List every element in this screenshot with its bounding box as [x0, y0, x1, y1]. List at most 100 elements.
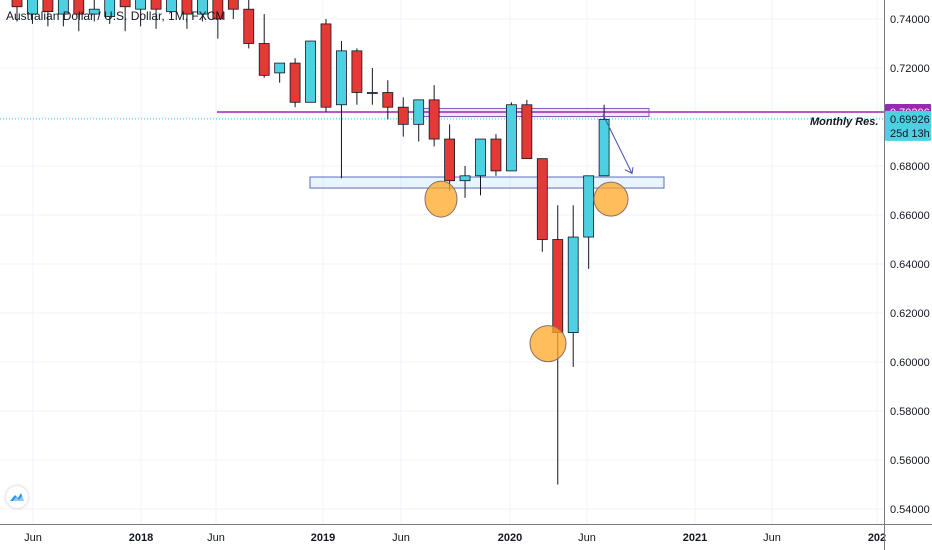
circle-markers [424, 114, 634, 363]
y-tick-label: 0.60000 [890, 357, 930, 369]
y-tick-label: 0.58000 [890, 406, 930, 418]
x-tick-label: 202 [868, 532, 886, 544]
grid-lines [0, 0, 884, 524]
candle-body [166, 0, 177, 13]
candles [11, 0, 610, 485]
tradingview-logo-icon[interactable] [6, 486, 28, 508]
candle [258, 14, 270, 78]
candle [27, 0, 38, 24]
candle-body [536, 158, 548, 240]
candle-body [27, 0, 38, 15]
candle-body [413, 99, 425, 125]
candle-body [73, 0, 85, 15]
candle [536, 158, 548, 252]
candle [583, 175, 595, 269]
candle [88, 0, 100, 22]
chart-title: Australian Dollar / U.S. Dollar, 1M, FXC… [6, 9, 226, 23]
y-tick-label: 0.68000 [890, 161, 930, 173]
candle-body [212, 0, 224, 20]
monthly-res-label: Monthly Res. [810, 116, 879, 128]
candle-body [289, 62, 301, 103]
x-tick-label: Jun [578, 532, 596, 544]
candle [366, 68, 378, 105]
candle-body [135, 0, 147, 10]
candle [444, 124, 456, 191]
candle-body [428, 99, 440, 140]
candle-body [196, 0, 208, 15]
candle-body [475, 138, 486, 177]
candle [166, 0, 177, 17]
candle [305, 40, 316, 103]
orange-circle-marker [529, 325, 567, 363]
candle [11, 0, 23, 22]
x-tick-label: Jun [24, 532, 42, 544]
candle [57, 0, 69, 27]
candle [351, 48, 363, 105]
candle-body [57, 0, 69, 15]
candle [73, 0, 85, 32]
orange-circle-marker [593, 181, 629, 217]
candle-body [42, 0, 54, 13]
candle [104, 0, 116, 24]
y-tick-label: 0.72000 [890, 63, 930, 75]
x-tick-label: Jun [763, 532, 781, 544]
x-tick-label: 2018 [129, 532, 153, 544]
x-tick-label: 2020 [498, 532, 522, 544]
upper-zone-rect [417, 107, 650, 118]
candle [428, 85, 440, 147]
candle-body [505, 104, 517, 172]
candle-body [567, 236, 579, 334]
lower-zone-rect [309, 176, 665, 189]
candle [521, 99, 533, 160]
x-tick-label: Jun [392, 532, 410, 544]
y-tick-label: 0.64000 [890, 259, 930, 271]
candle [490, 134, 502, 176]
candle-body [227, 0, 239, 10]
candle [397, 97, 409, 137]
projection-arrow-head [624, 167, 634, 175]
orange-circle-marker [424, 180, 458, 218]
candle [336, 41, 347, 179]
candle-body [583, 175, 595, 238]
candle [212, 0, 224, 39]
candle-body [119, 0, 131, 8]
candle-body [397, 106, 409, 125]
candle-body [382, 92, 394, 108]
candle [196, 0, 208, 22]
candle [135, 0, 147, 27]
candle-body [150, 0, 162, 10]
candle-body [521, 104, 533, 160]
candle [459, 166, 471, 198]
projection-arrow-line [602, 114, 633, 174]
candle [243, 0, 255, 49]
candle [475, 138, 486, 196]
candle-body [104, 0, 116, 17]
candle [274, 62, 286, 83]
candle [181, 0, 193, 29]
candle-body [305, 40, 316, 103]
candle [320, 19, 332, 113]
candle [42, 0, 54, 27]
candle [505, 102, 517, 172]
x-tick-label: Jun [207, 532, 225, 544]
price-label: 25d 13h [890, 128, 930, 140]
y-tick-label: 0.54000 [890, 504, 930, 516]
candle-body [88, 8, 100, 15]
candle-body [552, 239, 564, 333]
candle-body [336, 50, 347, 106]
candle-body [490, 138, 502, 172]
candle-body [444, 138, 456, 182]
candle [289, 58, 301, 108]
candle-body [258, 43, 270, 76]
y-tick-label: 0.66000 [890, 210, 930, 222]
candle [119, 0, 131, 32]
candle [382, 80, 394, 120]
candle-body [320, 23, 332, 108]
candle-body [459, 175, 471, 182]
candle [567, 205, 579, 367]
x-tick-label: 2021 [683, 532, 707, 544]
candle-body [351, 50, 363, 93]
candle-body [598, 119, 610, 177]
